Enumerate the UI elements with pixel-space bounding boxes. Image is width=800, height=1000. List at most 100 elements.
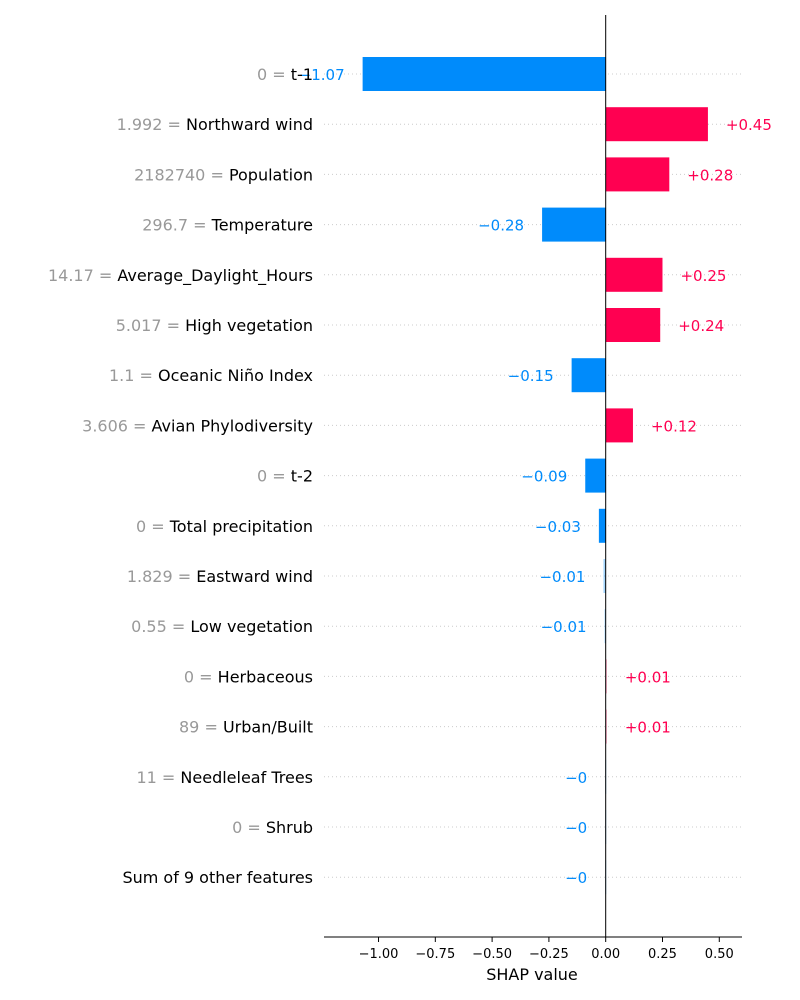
x-axis: −1.00 −0.75 −0.50 −0.25 0.00 0.25 0.50: [324, 936, 742, 962]
bar: [605, 257, 663, 292]
feature-name: t-1: [291, 65, 313, 84]
equals-sign: =: [267, 65, 291, 84]
feature-name: Population: [229, 165, 313, 184]
bar: [605, 157, 670, 192]
feature-label: 0 = Herbaceous: [184, 667, 313, 686]
feature-value: 1.992: [117, 115, 163, 134]
bar-value-label: +0.12: [651, 417, 697, 435]
x-tick-label: 0.00: [591, 947, 620, 962]
feature-label: 0 = Shrub: [232, 818, 313, 837]
bar: [603, 559, 606, 593]
feature-label: 5.017 = High vegetation: [116, 316, 313, 335]
bar-value-label: −0: [565, 819, 587, 837]
equals-sign: =: [134, 366, 158, 385]
equals-sign: =: [242, 818, 266, 837]
x-tick-label: −0.25: [529, 947, 569, 962]
bar: [605, 107, 708, 142]
feature-name: Low vegetation: [190, 617, 313, 636]
feature-label: 0 = Total precipitation: [136, 517, 313, 536]
feature-label: 1.992 = Northward wind: [117, 115, 313, 134]
feature-name: Sum of 9 other features: [122, 868, 313, 887]
feature-name: Needleleaf Trees: [180, 768, 313, 787]
bar-value-label: +0.24: [678, 317, 724, 335]
feature-name: Urban/Built: [223, 718, 313, 737]
feature-value: 14.17: [48, 266, 94, 285]
bar-value-label: −0.15: [508, 367, 554, 385]
feature-value: 0: [257, 467, 267, 486]
bar-value-label: +0.25: [680, 267, 726, 285]
bar: [598, 508, 606, 543]
bar: [585, 458, 606, 493]
feature-label: Sum of 9 other features: [122, 868, 313, 887]
feature-value: 0: [184, 667, 194, 686]
feature-name: t-2: [291, 467, 313, 486]
feature-value: 1.1: [109, 366, 134, 385]
x-tick-label: −0.75: [415, 947, 455, 962]
equals-sign: =: [94, 266, 118, 285]
feature-label: 296.7 = Temperature: [142, 216, 313, 235]
feature-label: 11 = Needleleaf Trees: [136, 768, 313, 787]
bar-value-label: +0.45: [726, 116, 772, 134]
equals-sign: =: [205, 165, 229, 184]
feature-name: Northward wind: [186, 115, 313, 134]
bar-value-label: +0.01: [625, 719, 671, 737]
bar-value-label: −0: [565, 769, 587, 787]
bar-value-label: −0.01: [539, 568, 585, 586]
equals-sign: =: [157, 768, 181, 787]
feature-name: Total precipitation: [169, 517, 313, 536]
equals-sign: =: [194, 667, 218, 686]
feature-label: 0.55 = Low vegetation: [131, 617, 313, 636]
equals-sign: =: [128, 416, 152, 435]
feature-labels: 0 = t-1 1.992 = Northward wind 2182740 = P…: [48, 65, 313, 887]
feature-label: 0 = t-2: [257, 467, 313, 486]
x-tick-label: 0.50: [705, 947, 734, 962]
bar-value-label: −1.07: [299, 66, 345, 84]
feature-label: 89 = Urban/Built: [179, 718, 313, 737]
feature-name: Oceanic Niño Index: [158, 366, 313, 385]
feature-value: 0: [257, 65, 267, 84]
equals-sign: =: [188, 216, 212, 235]
feature-value: 0: [232, 818, 242, 837]
equals-sign: =: [146, 517, 170, 536]
value-labels: −1.07 +0.45 +0.28 −0.28 +0.25 +0.24 −0.15 +0.12…: [299, 66, 772, 887]
bar-value-label: +0.28: [687, 166, 733, 184]
feature-value: 0: [136, 517, 146, 536]
feature-name: Shrub: [266, 818, 313, 837]
equals-sign: =: [173, 567, 197, 586]
equals-sign: =: [267, 467, 291, 486]
feature-name: High vegetation: [185, 316, 313, 335]
feature-value: 11: [136, 768, 156, 787]
bar: [605, 308, 661, 342]
feature-value: 5.017: [116, 316, 162, 335]
feature-value: 296.7: [142, 216, 188, 235]
feature-name: Herbaceous: [218, 667, 313, 686]
bar: [362, 57, 606, 91]
feature-label: 1.1 = Oceanic Niño Index: [109, 366, 313, 385]
bar: [571, 358, 606, 393]
equals-sign: =: [162, 115, 186, 134]
bar-value-label: −0.28: [478, 217, 524, 235]
bar-value-label: +0.01: [625, 668, 671, 686]
bar: [605, 709, 607, 744]
equals-sign: =: [167, 617, 191, 636]
feature-label: 1.829 = Eastward wind: [127, 567, 313, 586]
x-axis-label: SHAP value: [486, 965, 578, 984]
equals-sign: =: [162, 316, 186, 335]
bar-value-label: −0.09: [521, 468, 567, 486]
bars: [362, 57, 708, 895]
feature-value: 3.606: [82, 416, 128, 435]
feature-label: 14.17 = Average_Daylight_Hours: [48, 266, 313, 286]
feature-name: Eastward wind: [196, 567, 313, 586]
bar: [542, 207, 606, 242]
feature-label: 0 = t-1: [257, 65, 313, 84]
feature-value: 89: [179, 718, 199, 737]
bar-value-label: −0: [565, 869, 587, 887]
bar-value-label: −0.03: [535, 518, 581, 536]
feature-label: 3.606 = Avian Phylodiversity: [82, 416, 313, 435]
equals-sign: =: [199, 718, 223, 737]
feature-name: Avian Phylodiversity: [152, 416, 313, 435]
bar: [605, 659, 607, 694]
feature-value: 2182740: [134, 165, 205, 184]
x-tick-label: −1.00: [359, 947, 399, 962]
